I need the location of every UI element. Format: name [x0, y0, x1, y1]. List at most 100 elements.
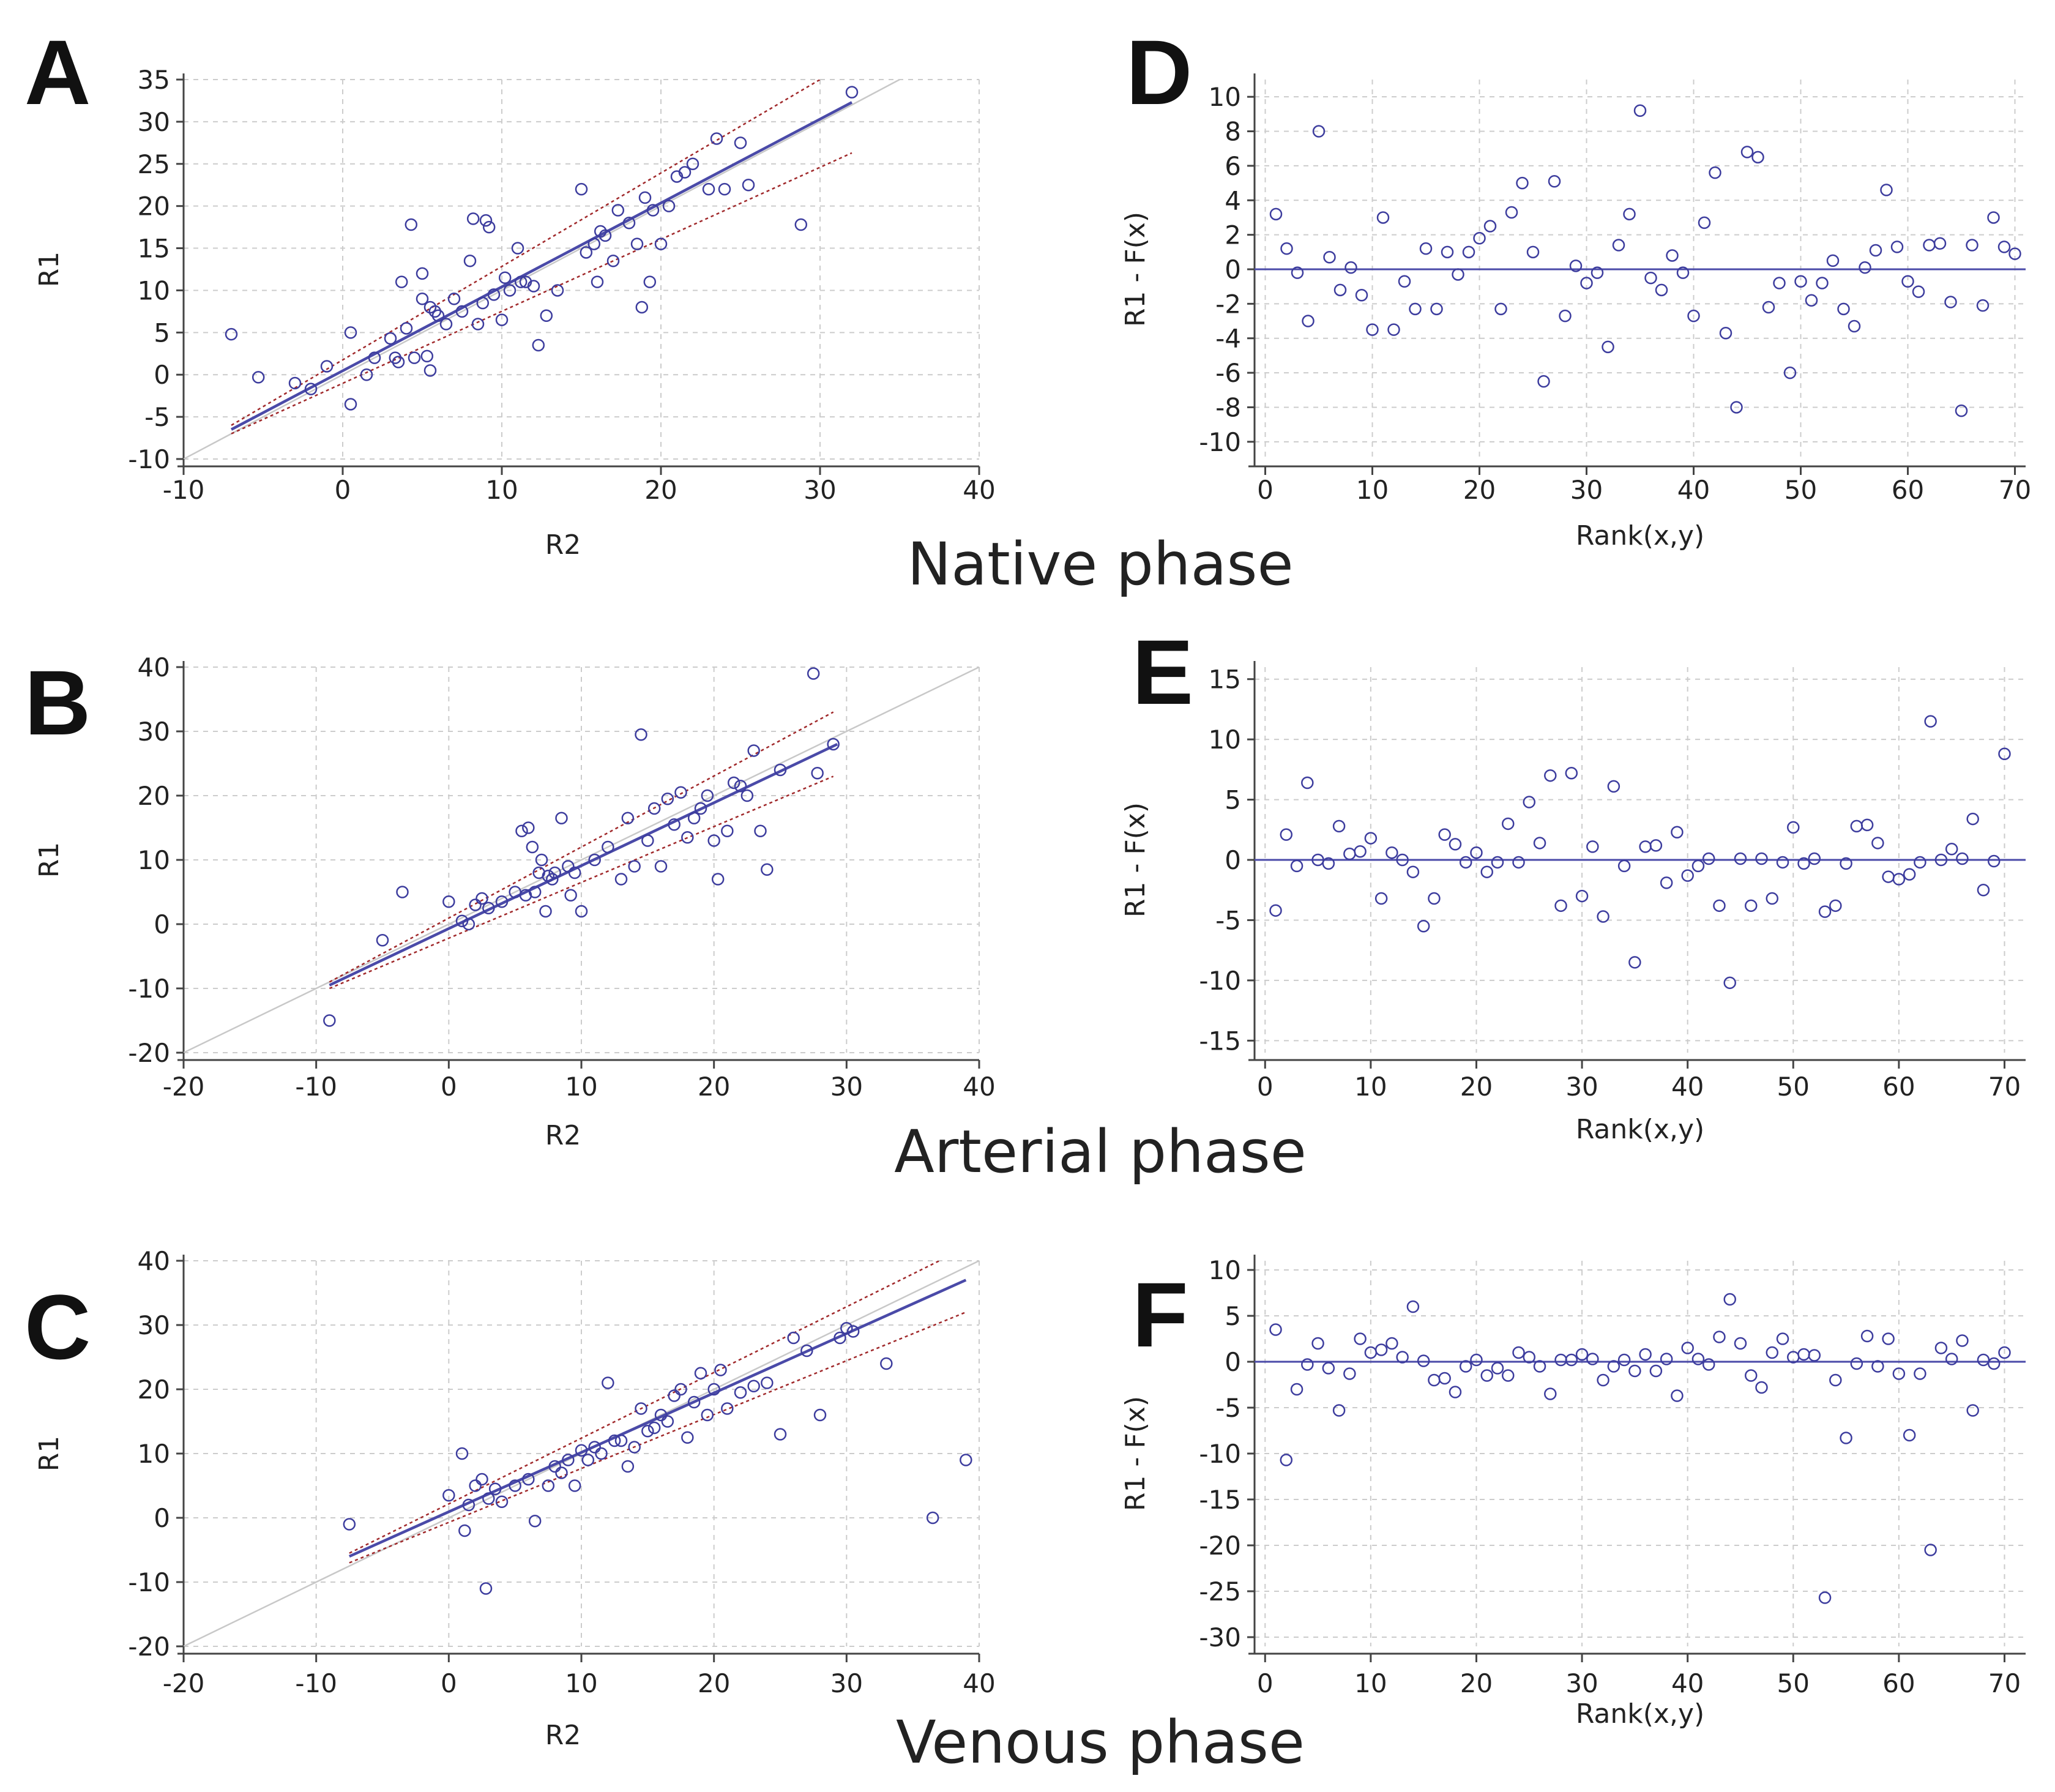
e-data-point — [1691, 859, 1705, 873]
e-data-point — [1438, 828, 1451, 841]
a-data-point — [638, 191, 652, 204]
a-data-point — [400, 322, 413, 335]
e-data-point — [1871, 837, 1884, 849]
a-data-point — [304, 383, 318, 395]
e-data-point — [1956, 852, 1969, 865]
e-data-point — [1987, 854, 2001, 868]
e-data-point — [1544, 769, 1557, 782]
c-data-point — [581, 1454, 595, 1466]
c-data-point — [654, 1408, 668, 1422]
d-data-point — [1376, 211, 1390, 224]
c-xtick-label: -10 — [295, 1668, 337, 1698]
f-data-point — [1628, 1364, 1641, 1378]
a-data-point — [654, 237, 668, 250]
d-data-point — [1848, 319, 1861, 333]
e-data-point — [1554, 899, 1567, 913]
f-data-point — [1766, 1346, 1779, 1359]
a-data-point — [431, 309, 445, 323]
f-data-point — [1406, 1300, 1420, 1313]
a-data-point — [466, 212, 480, 225]
e-xtick-label: 10 — [1354, 1072, 1387, 1102]
c-data-point — [628, 1441, 641, 1454]
e-data-point — [1523, 796, 1536, 808]
panel-a-regression-native: -10 -5 0 5 10 15 20 25 30 35 -10 0 10 20 30 40 R2 R1 — [34, 65, 996, 561]
e-data-point — [1386, 846, 1398, 859]
d-data-point — [1751, 151, 1764, 164]
c-data-point — [458, 1524, 471, 1537]
a-data-point — [646, 204, 660, 217]
d-data-point — [1323, 251, 1336, 264]
d-data-point — [1430, 302, 1443, 316]
f-data-point — [1269, 1323, 1282, 1336]
phase-label-native: Native phase — [907, 530, 1293, 599]
d-data-point — [1880, 184, 1893, 196]
e-data-point — [1850, 819, 1863, 833]
d-data-point — [1912, 285, 1925, 298]
b-xtick-label: -10 — [295, 1072, 337, 1102]
e-data-point — [1744, 899, 1758, 913]
a-data-point — [476, 296, 490, 310]
d-data-point — [1516, 176, 1529, 190]
d-data-point — [1494, 302, 1507, 316]
f-data-point — [1428, 1373, 1441, 1387]
e-data-point — [1597, 910, 1609, 923]
b-data-point — [647, 802, 661, 815]
c-xtick-label: -20 — [163, 1668, 205, 1698]
f-data-point — [1575, 1348, 1589, 1361]
c-ytick-label: 0 — [154, 1503, 170, 1533]
c-data-point — [488, 1482, 502, 1495]
a-data-point — [611, 204, 625, 217]
c-data-point — [479, 1582, 493, 1595]
c-data-point — [774, 1428, 787, 1441]
d-data-point — [1740, 146, 1754, 159]
e-data-point — [1491, 856, 1504, 869]
d-data-point — [1655, 283, 1668, 297]
f-data-point — [1343, 1367, 1356, 1380]
f-data-point — [1501, 1369, 1515, 1382]
c-data-point — [734, 1386, 747, 1399]
f-data-point — [1734, 1337, 1747, 1350]
f-xtick-label: 20 — [1460, 1668, 1493, 1698]
a-data-point — [702, 182, 715, 196]
d-xtick-label: 10 — [1356, 475, 1389, 505]
b-data-point — [674, 786, 687, 799]
b-xtick-label: 40 — [963, 1072, 995, 1102]
b-data-point — [721, 824, 734, 837]
f-data-point — [1639, 1348, 1652, 1361]
e-xtick-label: 50 — [1777, 1072, 1810, 1102]
f-data-point — [1280, 1454, 1293, 1466]
f-xtick-label: 30 — [1565, 1668, 1598, 1698]
a-xtick-label: 10 — [485, 475, 518, 505]
panel-letter-d: D — [1126, 21, 1192, 124]
d-data-point — [1409, 302, 1422, 316]
e-data-point — [1374, 892, 1388, 905]
d-data-point — [1805, 294, 1818, 307]
f-xtick-label: 10 — [1354, 1668, 1387, 1698]
d-ytick-label: -8 — [1215, 392, 1241, 422]
f-ytick-label: -15 — [1199, 1485, 1241, 1515]
b-data-point — [602, 840, 614, 854]
a-ytick-label: 10 — [138, 275, 170, 305]
a-data-point — [344, 398, 357, 411]
e-xtick-label: 30 — [1565, 1072, 1598, 1102]
e-data-point — [1470, 846, 1483, 859]
c-data-point — [834, 1331, 846, 1345]
a-ytick-label: 30 — [138, 107, 170, 137]
f-ytick-label: 5 — [1225, 1301, 1241, 1331]
c-data-point — [694, 1367, 707, 1379]
a-ytick-label: -5 — [144, 402, 170, 432]
d-data-point — [1419, 242, 1433, 255]
e-data-point — [1332, 819, 1346, 833]
c-data-point — [575, 1444, 588, 1457]
a-data-point — [662, 200, 676, 212]
panel-letter-b: B — [24, 651, 91, 754]
f-data-point — [1850, 1357, 1863, 1370]
f-xtick-label: 0 — [1257, 1668, 1274, 1698]
f-data-point — [1565, 1353, 1578, 1367]
f-data-point — [1818, 1591, 1832, 1604]
d-data-point — [1687, 309, 1700, 323]
d-ytick-label: -6 — [1215, 358, 1241, 388]
a-data-point — [678, 166, 692, 179]
panel-letter-c: C — [24, 1275, 91, 1378]
